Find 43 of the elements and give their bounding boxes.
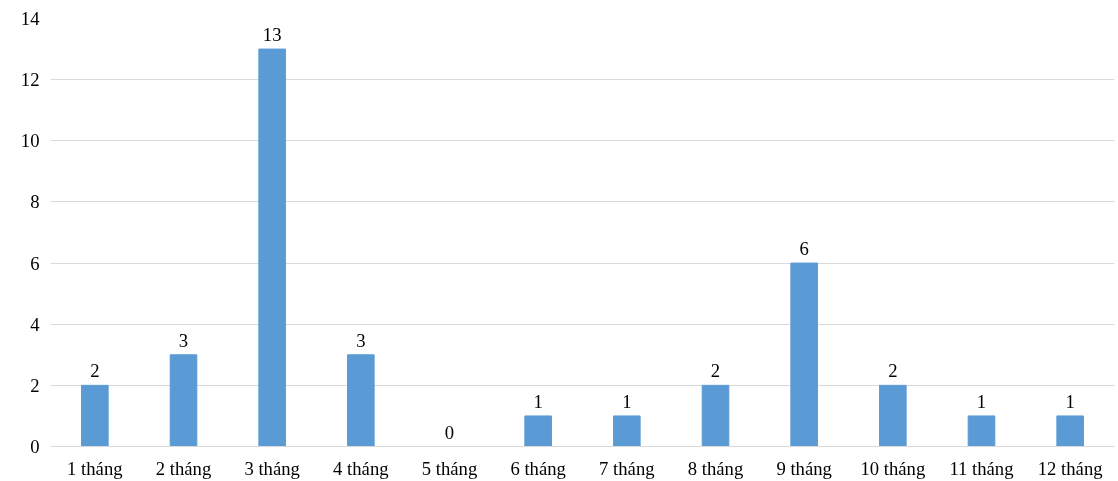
data-label: 1 [976, 390, 987, 412]
y-tick-label: 12 [20, 69, 40, 91]
data-label: 6 [799, 238, 809, 260]
y-tick-label: 6 [30, 252, 40, 274]
x-tick-label: 1 tháng [67, 457, 123, 479]
bar [790, 262, 818, 447]
y-tick-label: 4 [30, 313, 41, 335]
data-label: 3 [178, 329, 189, 351]
bar [524, 415, 552, 447]
x-tick-label: 10 tháng [860, 457, 926, 479]
y-tick-label: 8 [30, 191, 40, 213]
x-tick-label: 3 tháng [244, 457, 300, 479]
bar [81, 384, 109, 447]
bar [347, 354, 375, 447]
bar [967, 415, 996, 447]
x-tick-label: 4 tháng [333, 457, 389, 479]
x-tick-label: 12 tháng [1037, 457, 1103, 479]
y-tick-label: 0 [30, 436, 40, 457]
x-tick-label: 8 tháng [687, 457, 744, 479]
data-label: 2 [710, 360, 721, 382]
data-label: 1 [533, 390, 543, 412]
bar [613, 415, 641, 447]
data-label: 13 [262, 24, 282, 46]
x-tick-label: 7 tháng [599, 457, 655, 479]
bar [1056, 415, 1084, 447]
bar [169, 354, 198, 447]
x-tick-label: 11 tháng [949, 457, 1014, 479]
data-label: 2 [888, 360, 898, 382]
x-tick-label: 2 tháng [155, 457, 212, 479]
data-label: 1 [1065, 390, 1075, 412]
x-tick-label: 5 tháng [421, 457, 478, 479]
data-label: 1 [622, 390, 632, 412]
bar [879, 384, 907, 447]
x-tick-label: 9 tháng [776, 457, 832, 479]
bar [701, 384, 730, 447]
data-label: 3 [356, 329, 366, 351]
data-label: 0 [444, 421, 455, 443]
bar [258, 48, 286, 447]
x-tick-label: 6 tháng [510, 457, 566, 479]
data-label: 2 [90, 360, 100, 382]
y-tick-label: 14 [20, 8, 41, 29]
y-tick-label: 2 [30, 374, 40, 396]
y-tick-label: 10 [20, 130, 40, 152]
